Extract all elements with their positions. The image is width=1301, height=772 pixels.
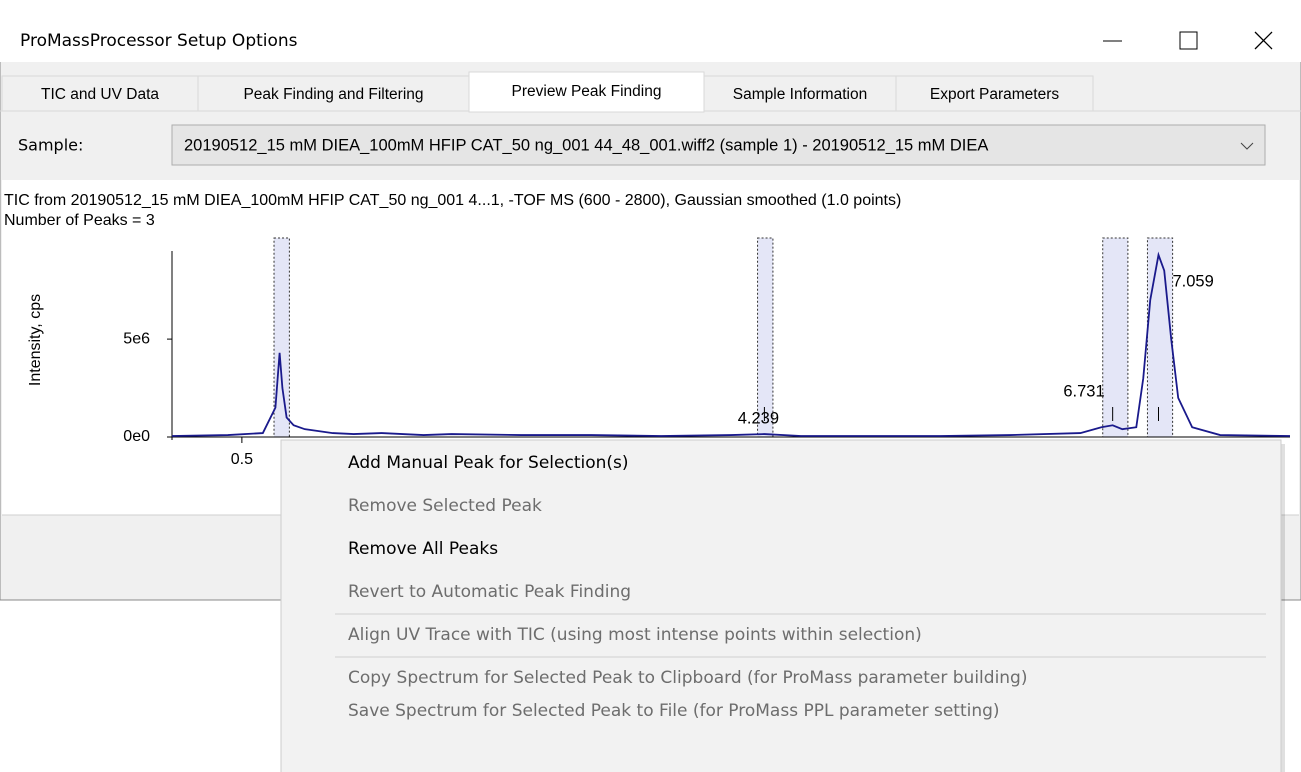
y-tick-label: 0e0	[123, 428, 150, 445]
selection-box	[1146, 237, 1174, 438]
tab-strip: TIC and UV Data Peak Finding and Filterin…	[1, 71, 1094, 113]
window-title: ProMassProcessor Setup Options	[20, 31, 298, 51]
trace	[171, 251, 1291, 437]
selection-box	[757, 237, 774, 438]
info-line: TIC from 20190512_15 mM DIEA_100mM HFIP …	[4, 192, 901, 209]
selection-box	[1102, 237, 1129, 438]
title-bar	[0, 0, 1301, 62]
peak-label: 6.731	[1063, 382, 1104, 400]
tab-label: Export Parameters	[930, 86, 1059, 103]
peak-label: 7.059	[1172, 272, 1213, 290]
tab[interactable]	[468, 71, 705, 113]
tab[interactable]	[703, 75, 897, 112]
menu-item: Remove Selected Peak	[348, 496, 542, 516]
sample-combobox[interactable]	[171, 124, 1266, 166]
menu-items: Add Manual Peak for Selection(s) Remove S…	[348, 453, 1028, 721]
tab-label: Preview Peak Finding	[512, 83, 662, 100]
close-button[interactable]	[1254, 31, 1273, 50]
tab[interactable]	[895, 75, 1094, 112]
y-tick-label: 5e6	[123, 330, 150, 347]
menu-item: Revert to Automatic Peak Finding	[348, 582, 631, 602]
tab-label: TIC and UV Data	[41, 86, 159, 103]
sample-value: 20190512_15 mM DIEA_100mM HFIP CAT_50 ng…	[184, 136, 988, 154]
tab[interactable]	[1, 75, 199, 112]
menu-item: Save Spectrum for Selected Peak to File …	[348, 701, 1000, 721]
plot: 5e6 0e0 0.5 Intensity, cps 4.239 6.731 7.059	[27, 237, 1291, 468]
peak-count: Number of Peaks = 3	[4, 212, 155, 229]
sample-label: Sample:	[18, 136, 83, 155]
menu-item[interactable]: Add Manual Peak for Selection(s)	[348, 453, 629, 473]
menu-item: Align UV Trace with TIC (using most inte…	[348, 625, 922, 645]
menu-item[interactable]: Remove All Peaks	[348, 539, 498, 559]
combobox-arrow[interactable]	[1240, 142, 1254, 150]
maximize-button[interactable]	[1179, 31, 1198, 50]
menu-item: Copy Spectrum for Selected Peak to Clipb…	[348, 668, 1028, 688]
x-tick-label: 0.5	[231, 451, 253, 468]
tab[interactable]	[197, 75, 470, 112]
context-menu	[280, 439, 1282, 772]
tab-label: Peak Finding and Filtering	[243, 86, 423, 103]
y-axis-title: Intensity, cps	[27, 294, 44, 386]
tab-label: Sample Information	[733, 86, 867, 103]
peak-label: 4.239	[738, 409, 779, 427]
